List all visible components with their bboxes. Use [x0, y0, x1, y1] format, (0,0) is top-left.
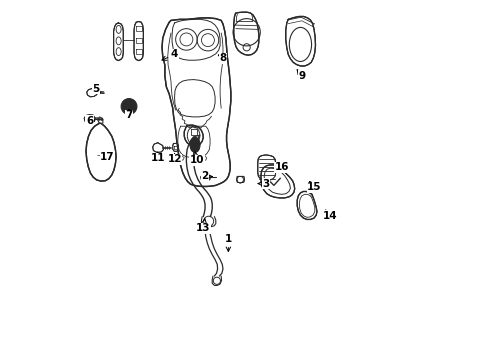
Text: 1: 1 [224, 234, 231, 251]
Text: 12: 12 [167, 154, 182, 164]
Text: 16: 16 [274, 162, 289, 172]
Polygon shape [201, 174, 210, 181]
Polygon shape [172, 143, 178, 151]
Text: 8: 8 [218, 53, 226, 63]
Text: 15: 15 [306, 181, 321, 192]
Polygon shape [134, 22, 143, 60]
Polygon shape [261, 165, 294, 198]
Text: 10: 10 [189, 152, 204, 165]
Text: 17: 17 [100, 152, 115, 162]
Text: 14: 14 [323, 210, 337, 221]
Polygon shape [86, 89, 97, 97]
Polygon shape [285, 17, 315, 66]
Ellipse shape [190, 137, 200, 152]
Polygon shape [152, 143, 163, 152]
Text: 3: 3 [258, 179, 269, 189]
Text: 7: 7 [125, 110, 132, 121]
Text: 4: 4 [162, 49, 178, 60]
Text: 2: 2 [201, 171, 212, 181]
Polygon shape [162, 18, 230, 186]
Text: 13: 13 [196, 219, 210, 233]
Polygon shape [257, 155, 275, 181]
Polygon shape [84, 115, 95, 123]
Text: 11: 11 [150, 152, 164, 163]
Polygon shape [233, 12, 258, 55]
Text: 5: 5 [92, 84, 100, 94]
Polygon shape [297, 192, 316, 220]
Polygon shape [184, 125, 203, 146]
Polygon shape [236, 176, 244, 183]
Circle shape [121, 99, 137, 114]
Polygon shape [86, 123, 116, 181]
Text: 6: 6 [86, 116, 94, 126]
Polygon shape [113, 23, 123, 60]
Text: 9: 9 [297, 70, 305, 81]
